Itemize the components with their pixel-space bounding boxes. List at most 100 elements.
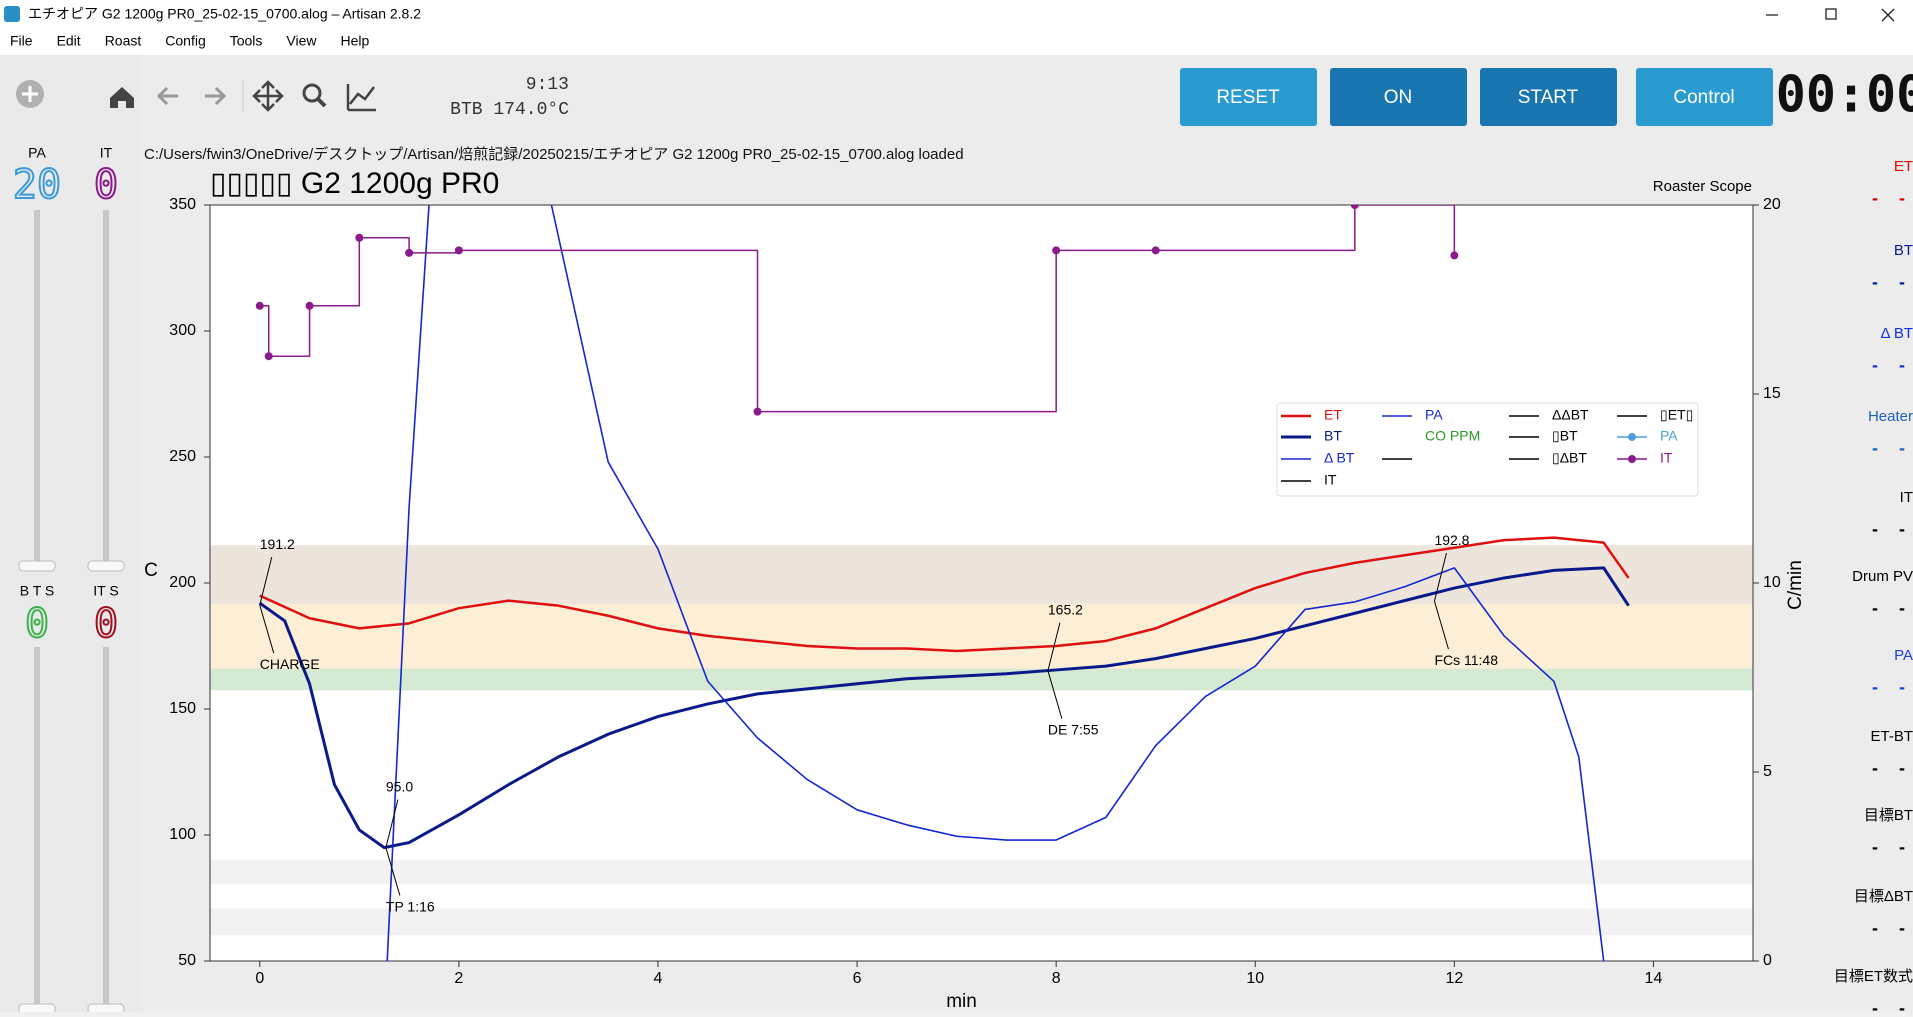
y-tick-label: 300 xyxy=(169,322,196,339)
annotation-leader xyxy=(1433,601,1449,650)
menu-item[interactable]: Edit xyxy=(57,33,81,49)
slider-handle[interactable] xyxy=(18,1003,56,1015)
legend-label: ▯BT xyxy=(1552,428,1578,444)
series-marker xyxy=(255,301,264,310)
menu-item[interactable]: Config xyxy=(165,33,205,49)
app-icon xyxy=(4,6,20,22)
legend-label: ▯ET▯ xyxy=(1660,407,1693,423)
band xyxy=(210,668,1753,691)
annotation-value: 95.0 xyxy=(386,778,413,794)
button-label[interactable]: Control xyxy=(1673,87,1734,108)
readout-value: - - xyxy=(1872,355,1913,375)
x-tick-label: 0 xyxy=(255,970,264,987)
annotation-leader xyxy=(259,557,273,606)
readout-label: 目標ET数式 xyxy=(1834,968,1913,985)
annotation-leader xyxy=(385,799,399,848)
legend-label: ΔΔBT xyxy=(1552,407,1589,423)
slider-track xyxy=(103,647,109,1012)
series-line xyxy=(258,566,1630,850)
readout-label: Δ BT xyxy=(1880,325,1913,342)
slider-label: B T S xyxy=(20,583,55,599)
series-layer xyxy=(255,205,1630,961)
menu-item[interactable]: File xyxy=(10,33,33,49)
x-tick-label: 4 xyxy=(654,970,663,987)
button[interactable] xyxy=(1180,68,1317,126)
slider-handle[interactable] xyxy=(87,560,125,572)
slider-display: 20 xyxy=(13,162,61,208)
menu-bar xyxy=(0,29,1913,55)
slider-handle[interactable] xyxy=(18,560,56,572)
legend-label: PA xyxy=(1425,407,1443,423)
series-line xyxy=(259,536,1630,653)
button[interactable] xyxy=(1330,68,1467,126)
button[interactable] xyxy=(1480,68,1617,126)
slider-display: 0 xyxy=(94,162,118,208)
series-line xyxy=(386,205,1605,961)
legend-label: CO PPM xyxy=(1425,428,1480,444)
y-tick-label: 350 xyxy=(169,196,196,213)
menu-item[interactable]: View xyxy=(286,33,317,49)
readout-label: ET-BT xyxy=(1870,728,1913,745)
legend-label: IT xyxy=(1324,472,1337,488)
y-tick-label: 50 xyxy=(178,952,196,969)
readout-value: - - xyxy=(1872,677,1913,697)
annotation-leader xyxy=(1047,670,1063,719)
y2-tick-label: 10 xyxy=(1763,574,1781,591)
readout-value: - - xyxy=(1872,758,1913,778)
y2-tick-label: 15 xyxy=(1763,385,1781,402)
readout-label: IT xyxy=(1900,489,1913,506)
series-marker xyxy=(264,352,273,361)
window-controls[interactable] xyxy=(1766,8,1895,22)
annotation-value: 165.2 xyxy=(1048,601,1083,617)
series-marker xyxy=(454,246,463,255)
slider-display: 0 xyxy=(94,601,118,647)
readout-label: 目標BT xyxy=(1864,807,1913,824)
legend-label: BT xyxy=(1324,428,1342,444)
series-marker xyxy=(355,233,364,242)
x-tick-label: 2 xyxy=(454,970,463,987)
readout-label: 目標ΔBT xyxy=(1854,888,1913,905)
annotation-leader xyxy=(1047,622,1061,671)
button[interactable] xyxy=(1636,68,1773,126)
series-marker xyxy=(405,248,414,257)
legend-marker xyxy=(1628,455,1636,463)
legend-label: IT xyxy=(1660,450,1673,466)
slider-display: 0 xyxy=(25,601,49,647)
series-marker xyxy=(1052,246,1061,255)
slider-handle[interactable] xyxy=(87,1003,125,1015)
readout-value: - - xyxy=(1872,438,1913,458)
annotation-leader xyxy=(1433,553,1447,602)
readout-label: PA xyxy=(1894,647,1913,664)
toolbar-icons[interactable] xyxy=(16,80,376,112)
menu-item[interactable]: Help xyxy=(341,33,370,49)
y2-tick-label: 0 xyxy=(1763,952,1772,969)
y-tick-label: 100 xyxy=(169,826,196,843)
legend-label: ET xyxy=(1324,407,1342,423)
readout-label: ET xyxy=(1894,158,1913,175)
annotation-event: CHARGE xyxy=(260,656,320,672)
series-marker xyxy=(1350,205,1359,209)
slider-track xyxy=(34,210,40,564)
y-tick-label: 250 xyxy=(169,448,196,465)
annotation-leader xyxy=(385,847,401,896)
readout-value: - - xyxy=(1872,837,1913,857)
menu-item[interactable]: Tools xyxy=(230,33,263,49)
legend-label: PA xyxy=(1660,428,1678,444)
timer: 9:13 xyxy=(526,75,569,95)
annotation-value: 192.8 xyxy=(1434,532,1469,548)
band xyxy=(210,545,1753,604)
band xyxy=(210,908,1753,936)
button-label[interactable]: RESET xyxy=(1216,87,1280,108)
y2-tick-label: 20 xyxy=(1763,196,1781,213)
readout-label: Drum PV xyxy=(1852,568,1913,585)
x-axis-label: min xyxy=(946,991,977,1012)
y2-axis-label: C/min xyxy=(1785,560,1806,610)
x-tick-label: 8 xyxy=(1052,970,1061,987)
legend-box xyxy=(1276,402,1699,497)
button-label[interactable]: ON xyxy=(1384,87,1413,108)
menu-item[interactable]: Roast xyxy=(105,33,142,49)
chart-title: ▯▯▯▯▯ G2 1200g PR0 xyxy=(210,167,499,200)
legend-marker xyxy=(1628,433,1636,441)
annotation-value: 191.2 xyxy=(260,536,295,552)
button-label[interactable]: START xyxy=(1518,87,1579,108)
